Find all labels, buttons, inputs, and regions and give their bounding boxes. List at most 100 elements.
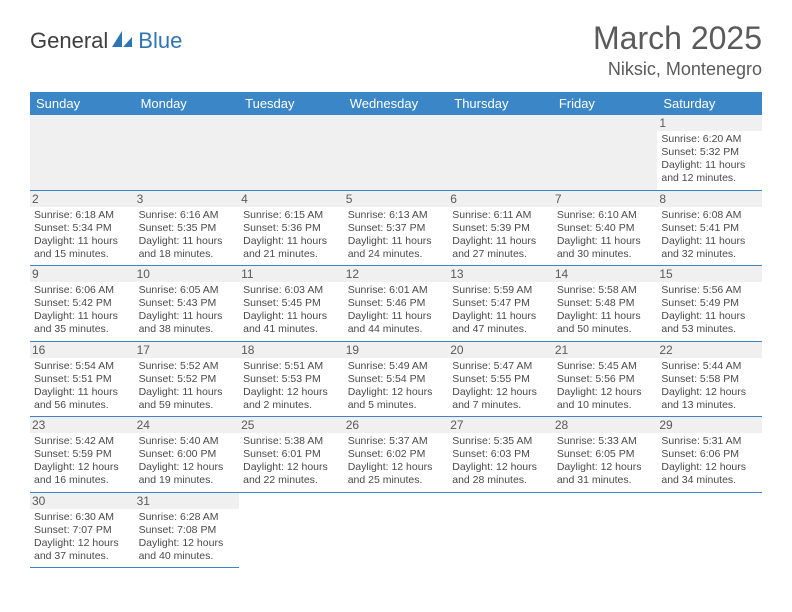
day-header: Thursday — [448, 92, 553, 115]
day-number: 20 — [448, 342, 553, 358]
calendar-day: 8 Sunrise: 6:08 AMSunset: 5:41 PMDaylight… — [657, 190, 762, 266]
day-info: Sunrise: 6:15 AMSunset: 5:36 PMDaylight:… — [243, 209, 340, 262]
day-info: Sunrise: 5:56 AMSunset: 5:49 PMDaylight:… — [661, 284, 758, 337]
calendar-day: 20 Sunrise: 5:47 AMSunset: 5:55 PMDayligh… — [448, 341, 553, 417]
day-info: Sunrise: 6:10 AMSunset: 5:40 PMDaylight:… — [557, 209, 654, 262]
calendar-day-empty — [30, 115, 135, 190]
calendar-day: 16 Sunrise: 5:54 AMSunset: 5:51 PMDayligh… — [30, 341, 135, 417]
day-info: Sunrise: 6:20 AMSunset: 5:32 PMDaylight:… — [661, 133, 758, 186]
calendar-day: 27 Sunrise: 5:35 AMSunset: 6:03 PMDayligh… — [448, 417, 553, 493]
day-number: 23 — [30, 417, 135, 433]
day-number: 4 — [239, 191, 344, 207]
calendar-day: 2 Sunrise: 6:18 AMSunset: 5:34 PMDaylight… — [30, 190, 135, 266]
day-info: Sunrise: 5:47 AMSunset: 5:55 PMDaylight:… — [452, 360, 549, 413]
calendar-day: 3Sunrise: 6:16 AMSunset: 5:35 PMDaylight… — [135, 190, 240, 266]
day-info: Sunrise: 5:51 AMSunset: 5:53 PMDaylight:… — [243, 360, 340, 413]
day-number: 8 — [657, 191, 762, 207]
calendar-day: 12 Sunrise: 6:01 AMSunset: 5:46 PMDayligh… — [344, 266, 449, 342]
calendar-day-empty — [239, 492, 344, 568]
day-number: 15 — [657, 266, 762, 282]
calendar-day: 21Sunrise: 5:45 AMSunset: 5:56 PMDayligh… — [553, 341, 658, 417]
day-number: 26 — [344, 417, 449, 433]
day-info: Sunrise: 6:16 AMSunset: 5:35 PMDaylight:… — [139, 209, 236, 262]
calendar-day-empty — [448, 115, 553, 190]
calendar-day: 11 Sunrise: 6:03 AMSunset: 5:45 PMDayligh… — [239, 266, 344, 342]
day-number: 9 — [30, 266, 135, 282]
calendar-page: General Blue March 2025 Niksic, Monteneg… — [0, 0, 792, 588]
calendar-day: 7 Sunrise: 6:10 AMSunset: 5:40 PMDaylight… — [553, 190, 658, 266]
day-info: Sunrise: 5:44 AMSunset: 5:58 PMDaylight:… — [661, 360, 758, 413]
day-info: Sunrise: 5:52 AMSunset: 5:52 PMDaylight:… — [139, 360, 236, 413]
day-number: 16 — [30, 342, 135, 358]
day-info: Sunrise: 5:33 AMSunset: 6:05 PMDaylight:… — [557, 435, 654, 488]
day-number: 5 — [344, 191, 449, 207]
day-header: Friday — [553, 92, 658, 115]
day-number: 12 — [344, 266, 449, 282]
header: General Blue March 2025 Niksic, Monteneg… — [30, 20, 762, 80]
calendar-day: 4 Sunrise: 6:15 AMSunset: 5:36 PMDaylight… — [239, 190, 344, 266]
calendar-head: SundayMondayTuesdayWednesdayThursdayFrid… — [30, 92, 762, 115]
day-number: 2 — [30, 191, 135, 207]
day-number: 11 — [239, 266, 344, 282]
sail-icon — [110, 29, 134, 54]
calendar-day-empty — [344, 115, 449, 190]
calendar-week: 30Sunrise: 6:30 AMSunset: 7:07 PMDayligh… — [30, 492, 762, 568]
day-info: Sunrise: 5:40 AMSunset: 6:00 PMDaylight:… — [139, 435, 236, 488]
day-header: Sunday — [30, 92, 135, 115]
calendar-day: 13Sunrise: 5:59 AMSunset: 5:47 PMDayligh… — [448, 266, 553, 342]
day-number: 10 — [135, 266, 240, 282]
month-title: March 2025 — [593, 20, 762, 57]
calendar-day: 15 Sunrise: 5:56 AMSunset: 5:49 PMDayligh… — [657, 266, 762, 342]
calendar-day: 30Sunrise: 6:30 AMSunset: 7:07 PMDayligh… — [30, 492, 135, 568]
day-info: Sunrise: 6:01 AMSunset: 5:46 PMDaylight:… — [348, 284, 445, 337]
day-number: 24 — [135, 417, 240, 433]
calendar-day: 28 Sunrise: 5:33 AMSunset: 6:05 PMDayligh… — [553, 417, 658, 493]
day-info: Sunrise: 6:03 AMSunset: 5:45 PMDaylight:… — [243, 284, 340, 337]
day-number: 7 — [553, 191, 658, 207]
day-header: Saturday — [657, 92, 762, 115]
day-number: 27 — [448, 417, 553, 433]
day-info: Sunrise: 6:18 AMSunset: 5:34 PMDaylight:… — [34, 209, 131, 262]
day-info: Sunrise: 5:58 AMSunset: 5:48 PMDaylight:… — [557, 284, 654, 337]
calendar-day: 17Sunrise: 5:52 AMSunset: 5:52 PMDayligh… — [135, 341, 240, 417]
day-info: Sunrise: 5:59 AMSunset: 5:47 PMDaylight:… — [452, 284, 549, 337]
calendar-week: 1Sunrise: 6:20 AMSunset: 5:32 PMDaylight… — [30, 115, 762, 190]
calendar-day-empty — [553, 115, 658, 190]
calendar-day: 6Sunrise: 6:11 AMSunset: 5:39 PMDaylight… — [448, 190, 553, 266]
day-info: Sunrise: 5:42 AMSunset: 5:59 PMDaylight:… — [34, 435, 131, 488]
calendar-day: 25Sunrise: 5:38 AMSunset: 6:01 PMDayligh… — [239, 417, 344, 493]
calendar-day: 10 Sunrise: 6:05 AMSunset: 5:43 PMDayligh… — [135, 266, 240, 342]
calendar-day-empty — [344, 492, 449, 568]
calendar-day: 1Sunrise: 6:20 AMSunset: 5:32 PMDaylight… — [657, 115, 762, 190]
day-number: 21 — [553, 342, 658, 358]
day-info: Sunrise: 6:05 AMSunset: 5:43 PMDaylight:… — [139, 284, 236, 337]
calendar-grid: SundayMondayTuesdayWednesdayThursdayFrid… — [30, 92, 762, 568]
day-number: 22 — [657, 342, 762, 358]
day-info: Sunrise: 6:28 AMSunset: 7:08 PMDaylight:… — [139, 511, 236, 564]
day-info: Sunrise: 6:30 AMSunset: 7:07 PMDaylight:… — [34, 511, 131, 564]
day-number: 31 — [135, 493, 240, 509]
calendar-day-empty — [239, 115, 344, 190]
calendar-day-empty — [448, 492, 553, 568]
day-info: Sunrise: 5:54 AMSunset: 5:51 PMDaylight:… — [34, 360, 131, 413]
calendar-week: 2 Sunrise: 6:18 AMSunset: 5:34 PMDaylight… — [30, 190, 762, 266]
day-header-row: SundayMondayTuesdayWednesdayThursdayFrid… — [30, 92, 762, 115]
calendar-day: 19Sunrise: 5:49 AMSunset: 5:54 PMDayligh… — [344, 341, 449, 417]
calendar-day: 24 Sunrise: 5:40 AMSunset: 6:00 PMDayligh… — [135, 417, 240, 493]
day-info: Sunrise: 6:13 AMSunset: 5:37 PMDaylight:… — [348, 209, 445, 262]
day-number: 25 — [239, 417, 344, 433]
calendar-day-empty — [553, 492, 658, 568]
calendar-day: 18Sunrise: 5:51 AMSunset: 5:53 PMDayligh… — [239, 341, 344, 417]
calendar-week: 9 Sunrise: 6:06 AMSunset: 5:42 PMDaylight… — [30, 266, 762, 342]
logo: General Blue — [30, 20, 182, 54]
title-block: March 2025 Niksic, Montenegro — [593, 20, 762, 80]
day-info: Sunrise: 5:35 AMSunset: 6:03 PMDaylight:… — [452, 435, 549, 488]
day-info: Sunrise: 6:06 AMSunset: 5:42 PMDaylight:… — [34, 284, 131, 337]
day-info: Sunrise: 5:31 AMSunset: 6:06 PMDaylight:… — [661, 435, 758, 488]
day-number: 19 — [344, 342, 449, 358]
day-info: Sunrise: 6:08 AMSunset: 5:41 PMDaylight:… — [661, 209, 758, 262]
calendar-week: 23 Sunrise: 5:42 AMSunset: 5:59 PMDayligh… — [30, 417, 762, 493]
day-header: Wednesday — [344, 92, 449, 115]
day-number: 28 — [553, 417, 658, 433]
day-info: Sunrise: 5:37 AMSunset: 6:02 PMDaylight:… — [348, 435, 445, 488]
